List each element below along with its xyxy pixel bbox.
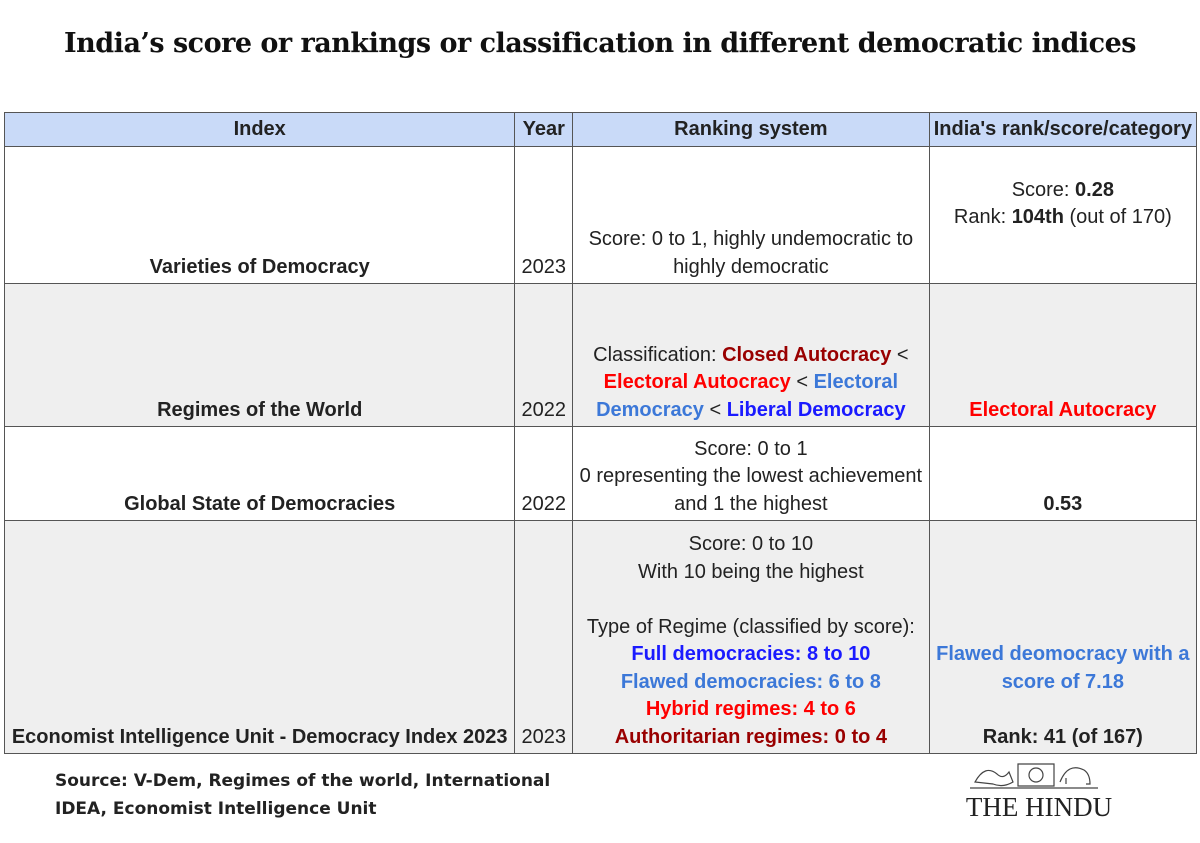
text: 0.28 [1075, 178, 1114, 201]
text-block: Score: 0 to 10 With 10 being the highest [579, 531, 923, 586]
text: Type of Regime (classified by score): [586, 615, 915, 638]
text-line: score of 7.18 [936, 669, 1190, 697]
table-row: Global State of Democracies 2022 Score: 0 … [3, 426, 1198, 521]
header-cell: Year [514, 112, 574, 147]
text-line: Type of Regime (classified by score): [579, 614, 923, 642]
text-line: Authoritarian regimes: 0 to 4 [579, 724, 923, 752]
text: Score: 0 to 1, highly undemocratic to [588, 228, 914, 250]
table: Index Year Ranking system India's rank/scor… [3, 112, 1198, 754]
title: India’s score or rankings or classificat… [64, 28, 1136, 59]
text: Flawed deomocracy with a [936, 643, 1190, 665]
text: Closed Autocracy [722, 343, 892, 366]
text-block: Score: 0.28 Rank: 104th (out of 170) [936, 177, 1190, 232]
index-cell: Global State of Democracies [3, 426, 516, 521]
ranking-system-cell: Score: 0 to 1, highly undemocratic to hig… [572, 146, 930, 284]
text: Electoral Autocracy [603, 371, 791, 393]
text-line: Score: 0 to 10 [579, 531, 923, 559]
ranking-system-cell: Score: 0 to 1 0 representing the lowest a… [572, 426, 930, 521]
text-line: Electoral Autocracy [936, 397, 1190, 425]
table-row: Regimes of the World 2022 Classification: … [3, 283, 1198, 427]
table-row: Economist Intelligence Unit - Democracy … [3, 520, 1198, 754]
text-block: Score: 0 to 1, highly undemocratic to hig… [579, 226, 923, 281]
text-line: Full democracies: 8 to 10 [579, 641, 923, 669]
text: highly democratic [673, 255, 829, 278]
ranking-system-cell: Classification: Closed Autocracy < Electo… [572, 283, 930, 427]
text: 0 representing the lowest achievement [579, 465, 923, 487]
text: Electoral Autocracy [969, 398, 1157, 421]
text: Full democracies: 8 to 10 [631, 643, 871, 665]
text: With 10 being the highest [638, 560, 864, 583]
table-body: Varieties of Democracy 2023 Score: 0 to 1,… [3, 146, 1198, 754]
text: Hybrid regimes: 4 to 6 [645, 698, 856, 720]
text-line: Flawed deomocracy with a [936, 641, 1190, 669]
text-block: Classification: Closed Autocracy < Electo… [579, 342, 923, 425]
text-line: highly democratic [579, 254, 923, 282]
text-block: 0.53 [936, 491, 1190, 519]
text: < [891, 343, 909, 366]
index-cell: Regimes of the World [3, 283, 516, 427]
text-line: Democracy < Liberal Democracy [579, 397, 923, 425]
text: < [703, 398, 727, 421]
text-block: Flawed deomocracy with a score of 7.18 [936, 641, 1190, 696]
table-row: Varieties of Democracy 2023 Score: 0 to 1,… [3, 146, 1198, 284]
text-line: Score: 0.28 [936, 177, 1190, 205]
logo: THE HINDU [966, 763, 1112, 822]
year-cell: 2022 [514, 283, 574, 427]
text: and 1 the highest [674, 492, 828, 515]
text: < [790, 371, 814, 393]
text-line: Rank: 104th (out of 170) [936, 204, 1190, 232]
india-cell: Electoral Autocracy [928, 283, 1198, 427]
text-block: Score: 0 to 1 0 representing the lowest a… [579, 436, 923, 519]
index-cell: Economist Intelligence Unit - Democracy … [3, 520, 516, 754]
text: Classification: [593, 343, 723, 366]
year-cell: 2023 [514, 146, 574, 284]
text-line: Score: 0 to 1 [579, 436, 923, 464]
text: 104th [1011, 206, 1064, 228]
text-block: Type of Regime (classified by score): Ful… [579, 614, 923, 752]
text-line: and 1 the highest [579, 491, 923, 519]
text: Liberal Democracy [726, 398, 906, 421]
ranking-system-cell: Score: 0 to 10 With 10 being the highest T… [572, 520, 930, 754]
text: Rank: [953, 206, 1012, 228]
text-line: 0.53 [936, 491, 1190, 519]
text: Electoral [813, 371, 899, 393]
text-block: Rank: 41 (of 167) [936, 724, 1190, 752]
text-line: Rank: 41 (of 167) [936, 724, 1190, 752]
text-line: With 10 being the highest [579, 559, 923, 587]
text-line: Classification: Closed Autocracy < [579, 342, 923, 370]
logo-text: THE HINDU [966, 792, 1112, 822]
text-line: Hybrid regimes: 4 to 6 [579, 696, 923, 724]
source: Source: V-Dem, Regimes of the world, Int… [55, 771, 551, 819]
india-cell: Score: 0.28 Rank: 104th (out of 170) [928, 146, 1198, 284]
text-line: Electoral Autocracy < Electoral [579, 369, 923, 397]
text: (out of 170) [1063, 206, 1172, 228]
india-cell: 0.53 [928, 426, 1198, 521]
year-cell: 2023 [514, 520, 574, 754]
text: Score: [1011, 178, 1076, 201]
text-block: Electoral Autocracy [936, 397, 1190, 425]
text: Score: 0 to 10 [688, 533, 814, 555]
text: Authoritarian regimes: 0 to 4 [614, 725, 888, 748]
header-row: Index Year Ranking system India's rank/scor… [3, 112, 1198, 147]
index-cell: Varieties of Democracy [3, 146, 516, 284]
text: Democracy [596, 398, 704, 421]
text: Rank: 41 (of 167) [982, 725, 1143, 748]
india-cell: Flawed deomocracy with a score of 7.18 Ran… [928, 520, 1198, 754]
year-cell: 2022 [514, 426, 574, 521]
header-cell: India's rank/score/category [928, 112, 1198, 147]
text: score of 7.18 [1001, 670, 1124, 693]
text: 0.53 [1043, 492, 1083, 515]
header-cell: Ranking system [572, 112, 930, 147]
text-line: 0 representing the lowest achievement [579, 463, 923, 491]
text-line: Score: 0 to 1, highly undemocratic to [579, 226, 923, 254]
text-line: Flawed democracies: 6 to 8 [579, 669, 923, 697]
text: Score: 0 to 1 [694, 437, 808, 460]
header-cell: Index [3, 112, 516, 147]
text: Flawed democracies: 6 to 8 [620, 670, 881, 693]
